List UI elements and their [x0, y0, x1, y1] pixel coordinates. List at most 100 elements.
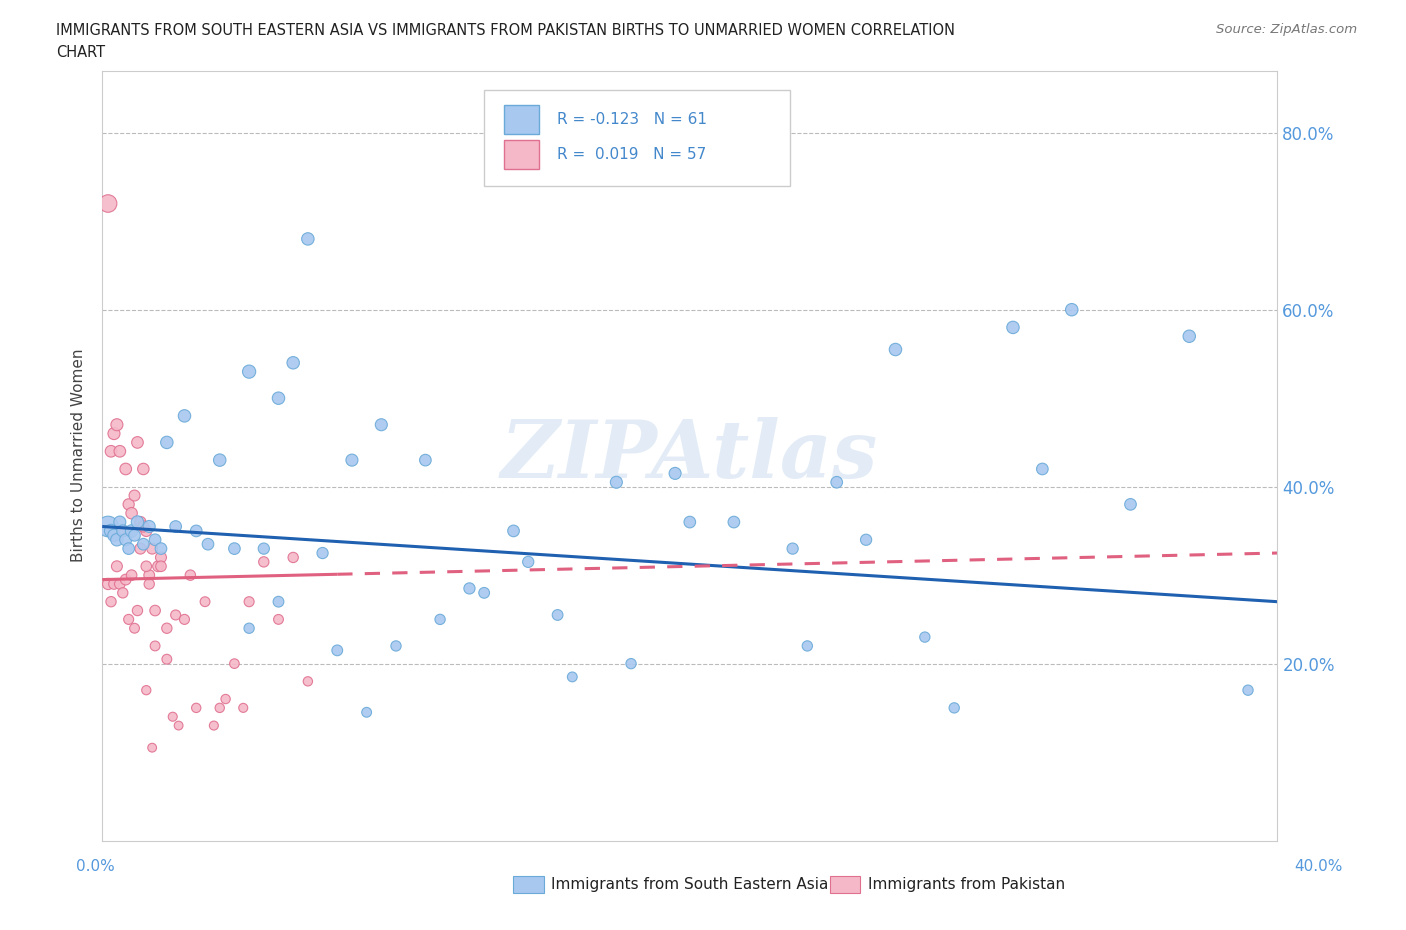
- Point: [121, 506, 143, 521]
- Point: [561, 670, 583, 684]
- Point: [224, 541, 246, 556]
- Point: [114, 532, 136, 547]
- Point: [165, 519, 187, 534]
- Text: Immigrants from South Eastern Asia: Immigrants from South Eastern Asia: [551, 877, 828, 892]
- Point: [100, 594, 122, 609]
- Bar: [505, 140, 540, 169]
- Point: [135, 683, 157, 698]
- Point: [208, 700, 231, 715]
- Point: [194, 594, 217, 609]
- Point: [238, 594, 260, 609]
- Point: [156, 435, 179, 450]
- Point: [105, 418, 128, 432]
- Point: [124, 528, 146, 543]
- Point: [547, 607, 569, 622]
- Point: [796, 639, 818, 654]
- Point: [135, 524, 157, 538]
- Point: [108, 577, 131, 591]
- Text: CHART: CHART: [56, 45, 105, 60]
- Point: [138, 577, 160, 591]
- Point: [943, 700, 966, 715]
- Point: [141, 541, 163, 556]
- Point: [167, 718, 190, 733]
- Point: [108, 514, 131, 529]
- Point: [103, 528, 125, 543]
- Point: [232, 700, 254, 715]
- Point: [202, 718, 225, 733]
- Point: [855, 532, 877, 547]
- Point: [141, 740, 163, 755]
- Point: [1119, 497, 1142, 512]
- Point: [118, 612, 141, 627]
- Point: [111, 524, 134, 538]
- Point: [143, 532, 166, 547]
- Point: [100, 444, 122, 458]
- Point: [135, 559, 157, 574]
- Point: [267, 391, 290, 405]
- Point: [502, 524, 524, 538]
- Point: [132, 537, 155, 551]
- Point: [385, 639, 408, 654]
- Point: [253, 554, 276, 569]
- Point: [105, 559, 128, 574]
- Text: 0.0%: 0.0%: [76, 859, 115, 874]
- Point: [224, 657, 246, 671]
- Point: [782, 541, 804, 556]
- Point: [1237, 683, 1260, 698]
- Point: [620, 657, 643, 671]
- Point: [283, 355, 305, 370]
- Bar: [505, 105, 540, 134]
- Point: [143, 603, 166, 618]
- Point: [723, 514, 745, 529]
- Point: [118, 541, 141, 556]
- Point: [1178, 329, 1201, 344]
- Text: Source: ZipAtlas.com: Source: ZipAtlas.com: [1216, 23, 1357, 36]
- Text: R = -0.123   N = 61: R = -0.123 N = 61: [557, 112, 707, 126]
- Point: [129, 541, 152, 556]
- Point: [114, 461, 136, 476]
- Point: [146, 559, 169, 574]
- FancyBboxPatch shape: [484, 90, 790, 186]
- Text: IMMIGRANTS FROM SOUTH EASTERN ASIA VS IMMIGRANTS FROM PAKISTAN BIRTHS TO UNMARRI: IMMIGRANTS FROM SOUTH EASTERN ASIA VS IM…: [56, 23, 955, 38]
- Point: [825, 475, 848, 490]
- Point: [103, 426, 125, 441]
- Point: [129, 514, 152, 529]
- Point: [311, 546, 333, 561]
- Point: [127, 603, 149, 618]
- Point: [103, 577, 125, 591]
- Point: [214, 692, 236, 707]
- Point: [165, 607, 187, 622]
- Point: [173, 408, 195, 423]
- Point: [162, 710, 184, 724]
- Point: [297, 674, 319, 689]
- Point: [472, 585, 495, 600]
- Point: [340, 453, 363, 468]
- Point: [517, 554, 540, 569]
- Point: [429, 612, 451, 627]
- Point: [149, 559, 172, 574]
- Point: [197, 537, 219, 551]
- Point: [127, 435, 149, 450]
- Point: [267, 594, 290, 609]
- Point: [415, 453, 437, 468]
- Point: [253, 541, 276, 556]
- Point: [914, 630, 936, 644]
- Point: [297, 232, 319, 246]
- Point: [884, 342, 907, 357]
- Y-axis label: Births to Unmarried Women: Births to Unmarried Women: [72, 349, 86, 563]
- Point: [605, 475, 627, 490]
- Point: [156, 652, 179, 667]
- Point: [124, 488, 146, 503]
- Point: [679, 514, 702, 529]
- Point: [238, 365, 260, 379]
- Point: [156, 621, 179, 636]
- Point: [173, 612, 195, 627]
- Point: [149, 541, 172, 556]
- Point: [138, 519, 160, 534]
- Point: [1001, 320, 1024, 335]
- Point: [97, 196, 120, 211]
- Point: [100, 524, 122, 538]
- Point: [267, 612, 290, 627]
- Text: R =  0.019   N = 57: R = 0.019 N = 57: [557, 147, 706, 162]
- Point: [111, 585, 134, 600]
